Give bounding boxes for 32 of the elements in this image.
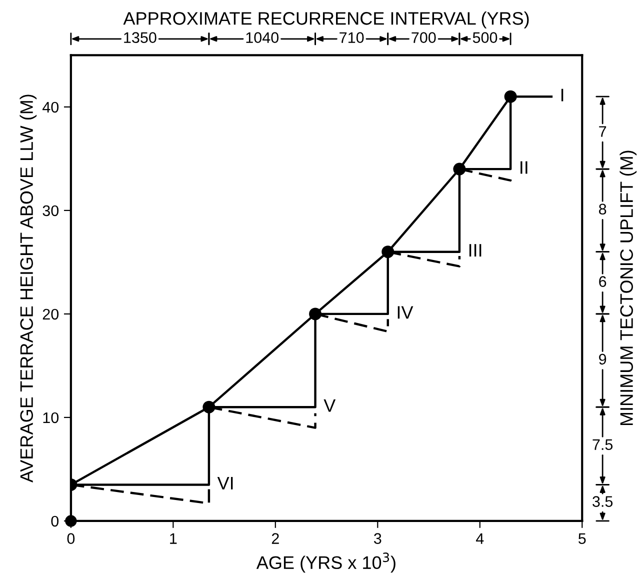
- annotation: I: [561, 88, 564, 102]
- x-tick-label: 5: [578, 533, 586, 544]
- y2-axis-title: MINIMUM TECTONIC UPLIFT (M): [620, 150, 637, 426]
- x-tick-label: 0: [67, 533, 75, 544]
- annotation: V: [324, 399, 336, 412]
- x2-axis-title: APPROXIMATE RECURRENCE INTERVAL (YRS): [123, 12, 529, 28]
- y-tick-label: 10: [43, 412, 59, 424]
- annotation: IV: [398, 306, 414, 319]
- text: 7: [599, 126, 606, 137]
- x-axis-title: AGE (YRS x 10$^{3}$): [256, 552, 396, 573]
- text: 1350: [124, 32, 156, 43]
- x-tick-label: 3: [374, 533, 382, 544]
- y-tick-label: 0: [51, 516, 59, 527]
- text: 9: [599, 354, 606, 365]
- x-tick-label: 4: [476, 533, 484, 544]
- annotation: VI: [217, 476, 233, 490]
- annotation: III: [469, 244, 482, 257]
- text: 500: [472, 32, 498, 43]
- x-tick-label: 2: [272, 533, 279, 544]
- text: 710: [340, 32, 364, 43]
- text: 3.5: [592, 496, 613, 507]
- y-tick-label: 20: [42, 308, 59, 320]
- text: 700: [412, 32, 436, 43]
- text: 8: [598, 204, 606, 215]
- y-tick-label: 30: [42, 205, 59, 216]
- y-tick-label: 40: [42, 102, 59, 113]
- text: 1040: [246, 32, 279, 43]
- y-axis-title: AVERAGE TERRACE HEIGHT ABOVE LLW (M): [20, 94, 37, 483]
- text: 6: [599, 276, 606, 287]
- x-tick-label: 1: [170, 533, 177, 544]
- annotation: II: [520, 161, 528, 174]
- text: 7.5: [592, 439, 613, 450]
